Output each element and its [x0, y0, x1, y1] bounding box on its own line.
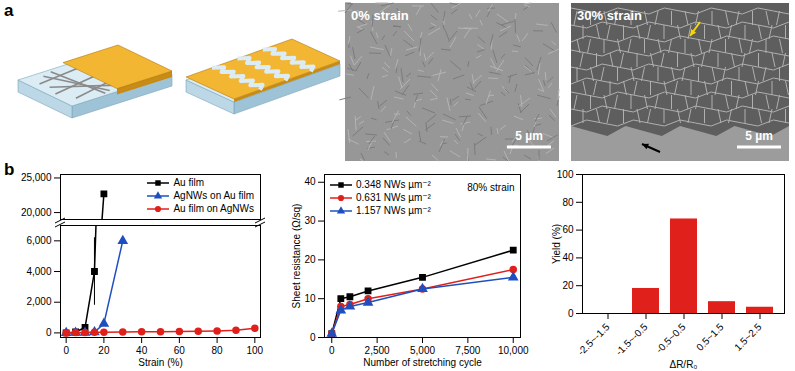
- svg-text:100: 100: [246, 345, 263, 356]
- svg-text:ΔR/R₀: ΔR/R₀: [669, 359, 697, 370]
- svg-text:0: 0: [310, 332, 316, 343]
- svg-text:Yield (%): Yield (%): [551, 224, 562, 264]
- svg-text:Number of stretching cycle: Number of stretching cycle: [363, 357, 482, 368]
- svg-text:1.5~2.5: 1.5~2.5: [732, 321, 764, 353]
- svg-text:Strain (%): Strain (%): [138, 357, 182, 368]
- svg-text:6,000: 6,000: [26, 235, 51, 246]
- svg-text:-0.5~0.5: -0.5~0.5: [654, 321, 688, 355]
- svg-text:0.5~1.5: 0.5~1.5: [694, 321, 726, 353]
- svg-text:10,000: 10,000: [498, 345, 529, 356]
- svg-text:7,500: 7,500: [455, 345, 480, 356]
- svg-text:40: 40: [562, 252, 574, 263]
- svg-text:20: 20: [304, 254, 316, 265]
- svg-text:Sheet resistance (Ω/sq): Sheet resistance (Ω/sq): [291, 204, 302, 309]
- svg-text:0% strain: 0% strain: [351, 8, 409, 23]
- svg-text:60: 60: [562, 224, 574, 235]
- html-text:Au film on AgNWs: Au film on AgNWs: [173, 203, 254, 214]
- svg-text:0: 0: [329, 345, 335, 356]
- svg-text:40: 40: [136, 345, 148, 356]
- html-text:1.157 NWs µm⁻²: 1.157 NWs µm⁻²: [356, 205, 431, 216]
- svg-text:5 µm: 5 µm: [515, 129, 543, 143]
- svg-text:0: 0: [568, 308, 574, 319]
- svg-text:2,500: 2,500: [365, 345, 390, 356]
- svg-text:80: 80: [562, 197, 574, 208]
- svg-text:40: 40: [304, 176, 316, 187]
- svg-text:30: 30: [304, 215, 316, 226]
- svg-text:25,000: 25,000: [21, 172, 52, 183]
- html-text:b: b: [4, 160, 15, 179]
- svg-text:80% strain: 80% strain: [467, 182, 514, 193]
- svg-text:-1.5~-0.5: -1.5~-0.5: [613, 321, 650, 358]
- svg-text:5 µm: 5 µm: [745, 129, 773, 143]
- svg-text:5,000: 5,000: [410, 345, 435, 356]
- html-text:0.631 NWs µm⁻²: 0.631 NWs µm⁻²: [356, 192, 431, 203]
- svg-text:0: 0: [46, 327, 52, 338]
- svg-text:20,000: 20,000: [21, 207, 52, 218]
- svg-text:10: 10: [304, 293, 316, 304]
- svg-text:2,000: 2,000: [26, 296, 51, 307]
- svg-text:a: a: [4, 1, 14, 20]
- svg-text:20: 20: [98, 345, 110, 356]
- svg-text:100: 100: [557, 169, 574, 180]
- svg-text:0: 0: [63, 345, 69, 356]
- svg-text:30% strain: 30% strain: [577, 8, 642, 23]
- html-text:0.348 NWs µm⁻²: 0.348 NWs µm⁻²: [356, 179, 431, 190]
- svg-text:80: 80: [212, 345, 224, 356]
- svg-text:60: 60: [174, 345, 186, 356]
- svg-text:-2.5~-1.5: -2.5~-1.5: [575, 321, 612, 358]
- html-text:AgNWs on Au film: AgNWs on Au film: [173, 190, 254, 201]
- svg-text:4,000: 4,000: [26, 266, 51, 277]
- html-text:Au film: Au film: [173, 177, 204, 188]
- svg-text:20: 20: [562, 280, 574, 291]
